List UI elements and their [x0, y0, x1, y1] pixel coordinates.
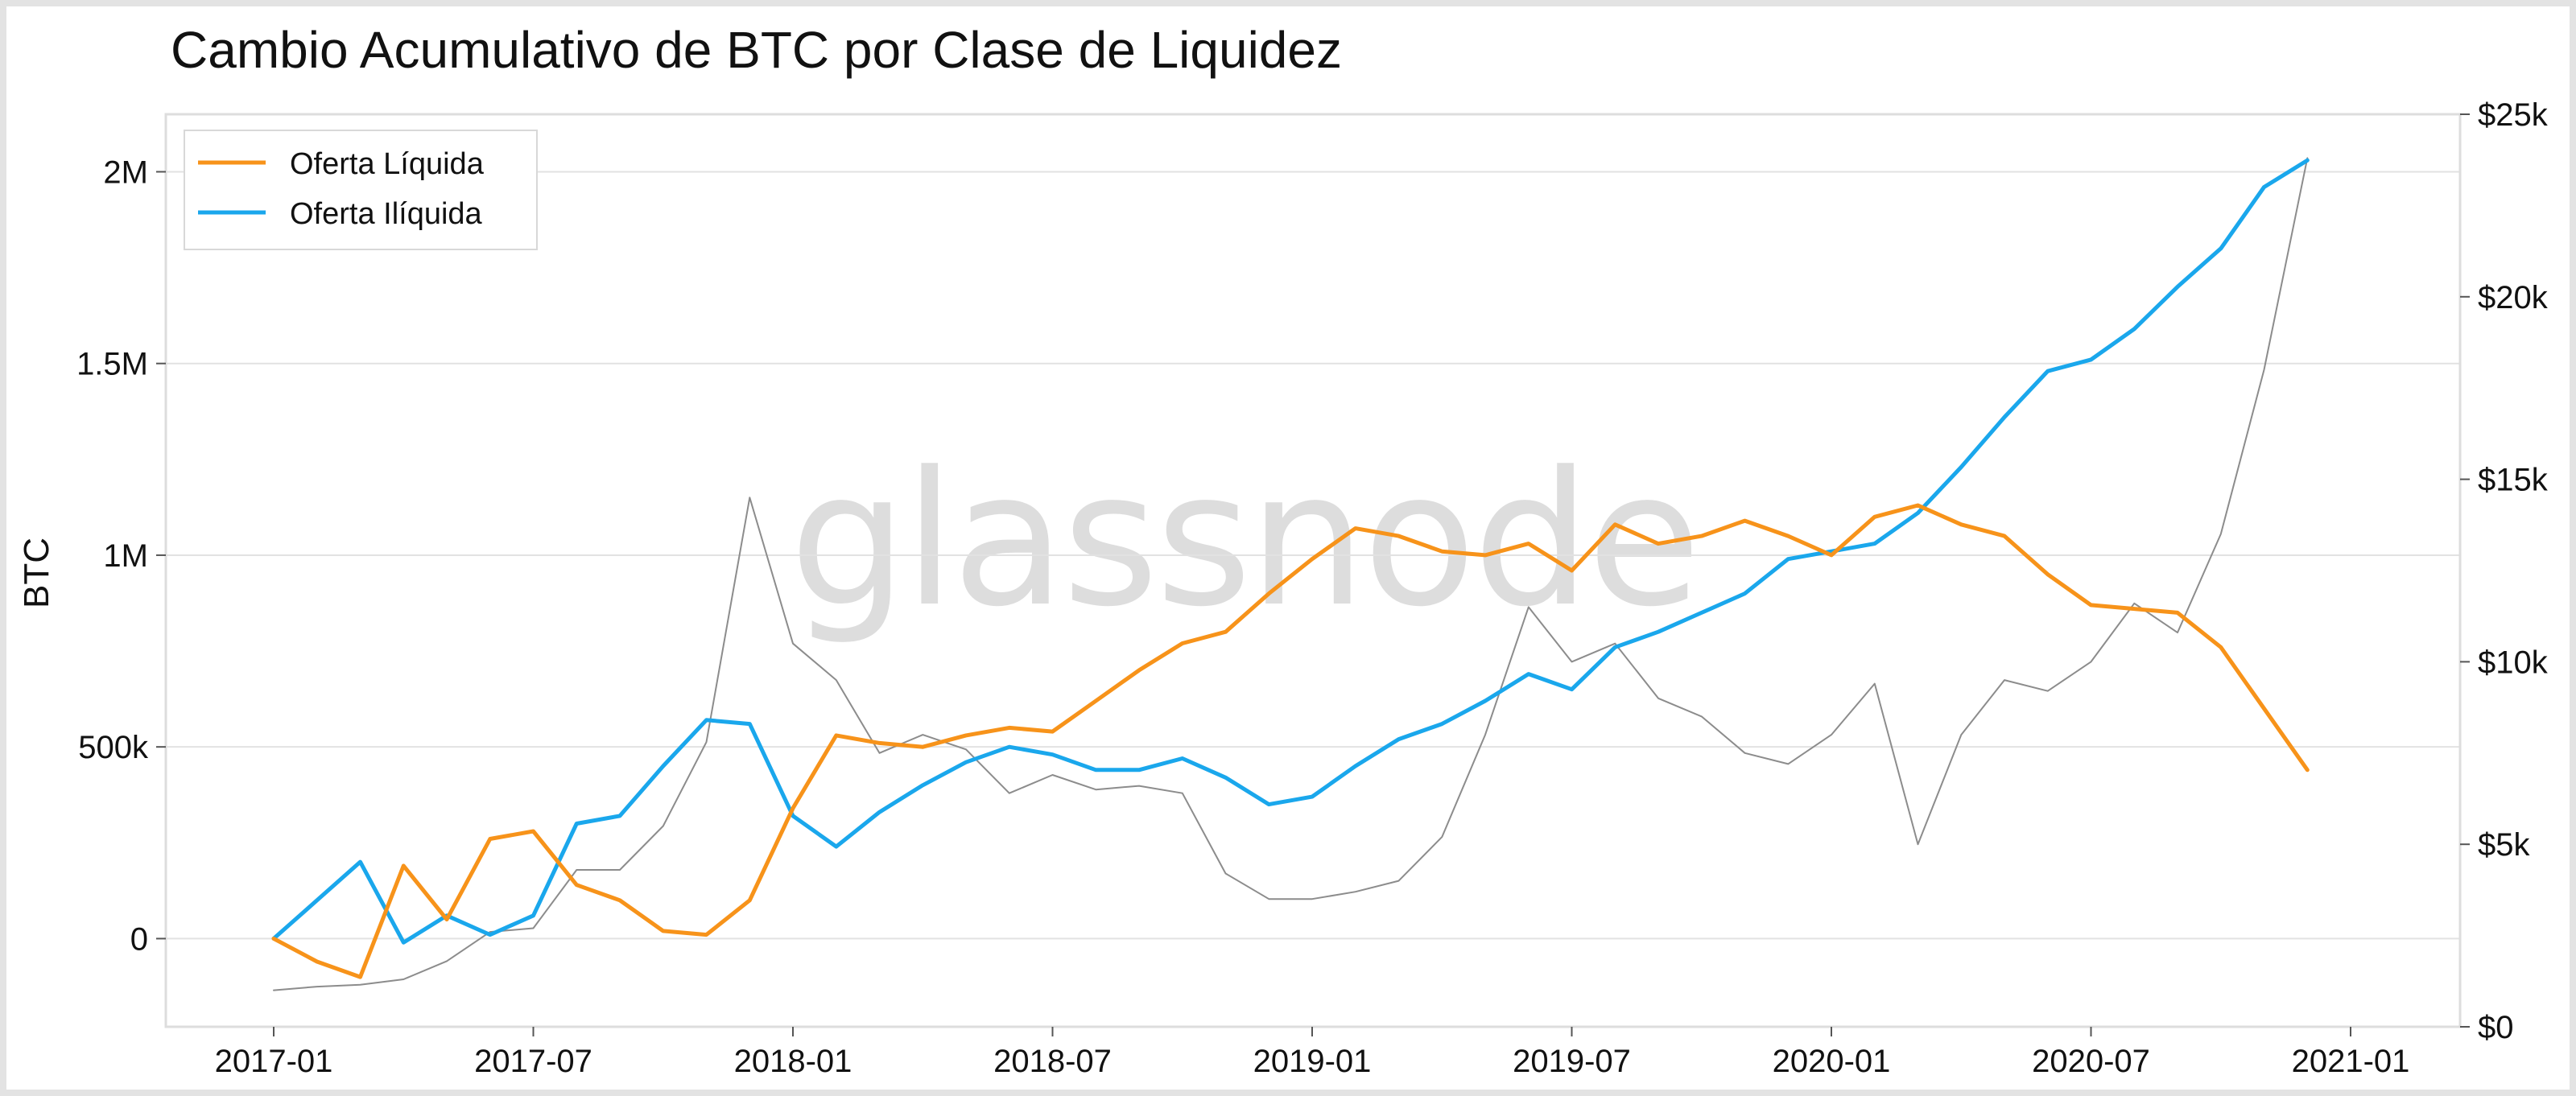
x-tick-label: 2019-01: [1253, 1044, 1372, 1079]
series-group: [271, 157, 2310, 991]
legend-label-oferta-liquida: Oferta Líquida: [290, 147, 485, 181]
y-tick-label: 1M: [103, 538, 148, 574]
axes: 0 500k 1M 1.5M 2M $0 $5k $10k $15k $20k $25k 2017-0…: [76, 97, 2549, 1079]
x-tick-label: 2018-01: [734, 1044, 852, 1079]
series-oferta-iliquida: [271, 158, 2310, 945]
legend-label-oferta-iliquida: Oferta Ilíquida: [290, 197, 483, 231]
y2-tick-label: $20k: [2478, 280, 2549, 315]
y2-tick-label: $0: [2478, 1010, 2514, 1045]
y2-tick-label: $25k: [2478, 97, 2549, 133]
legend: Oferta Líquida Oferta Ilíquida: [184, 130, 538, 250]
y-tick-label: 0: [130, 921, 148, 957]
x-tick-label: 2017-07: [474, 1044, 592, 1079]
y2-tick-label: $10k: [2478, 645, 2549, 680]
series-price-line: [273, 157, 2309, 991]
x-tick-label: 2020-07: [2032, 1044, 2150, 1079]
x-tick-label: 2020-01: [1773, 1044, 1891, 1079]
y2-tick-label: $5k: [2478, 827, 2530, 863]
grid: [166, 171, 2460, 940]
y2-tick-label: $15k: [2478, 463, 2549, 498]
y-tick-label: 2M: [103, 155, 148, 190]
chart-title: Cambio Acumulativo de BTC por Clase de L…: [171, 21, 1342, 79]
x-tick-label: 2021-01: [2292, 1044, 2410, 1079]
x-tick-label: 2017-01: [215, 1044, 333, 1079]
y-tick-label: 1.5M: [76, 347, 148, 382]
y-tick-label: 500k: [78, 730, 149, 765]
x-tick-label: 2018-07: [993, 1044, 1112, 1079]
series-oferta-liquida: [271, 503, 2310, 979]
legend-box: [184, 130, 538, 250]
x-tick-label: 2019-07: [1513, 1044, 1631, 1079]
y-axis-label: BTC: [17, 538, 56, 608]
